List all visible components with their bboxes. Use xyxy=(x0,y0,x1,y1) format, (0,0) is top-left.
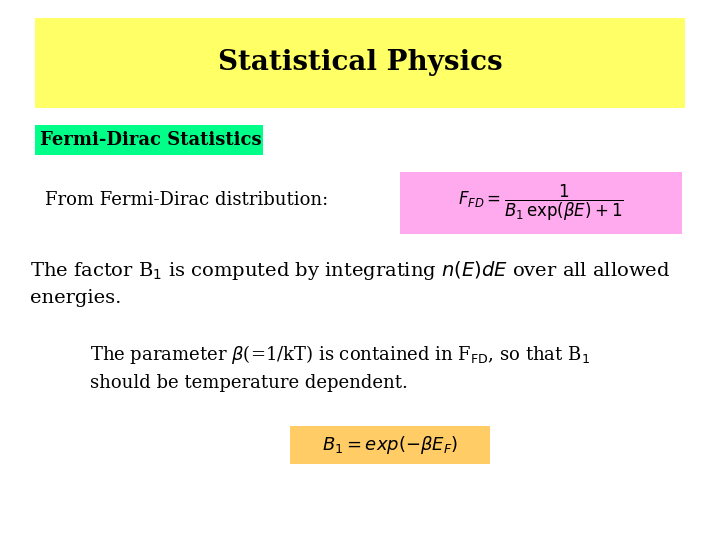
Bar xyxy=(35,125,263,155)
Bar xyxy=(35,18,685,108)
Text: Fermi-Dirac Statistics: Fermi-Dirac Statistics xyxy=(40,131,261,149)
Text: From Fermi-Dirac distribution:: From Fermi-Dirac distribution: xyxy=(45,191,328,209)
Text: energies.: energies. xyxy=(30,289,122,307)
Text: $\mathit{B_1 = exp(-\beta E_F)}$: $\mathit{B_1 = exp(-\beta E_F)}$ xyxy=(322,434,458,456)
Text: should be temperature dependent.: should be temperature dependent. xyxy=(90,374,408,392)
Bar xyxy=(400,172,682,234)
Text: Statistical Physics: Statistical Physics xyxy=(217,50,503,77)
Text: The factor B$_1$ is computed by integrating $\mathit{n(E)dE}$ over all allowed: The factor B$_1$ is computed by integrat… xyxy=(30,259,670,281)
Text: The parameter $\beta$(=1/kT) is contained in F$_{\mathrm{FD}}$, so that B$_1$: The parameter $\beta$(=1/kT) is containe… xyxy=(90,343,590,367)
Text: $F_{FD}=\dfrac{1}{B_1\,\mathrm{exp}(\beta E)+1}$: $F_{FD}=\dfrac{1}{B_1\,\mathrm{exp}(\bet… xyxy=(458,183,624,223)
Bar xyxy=(290,426,490,464)
